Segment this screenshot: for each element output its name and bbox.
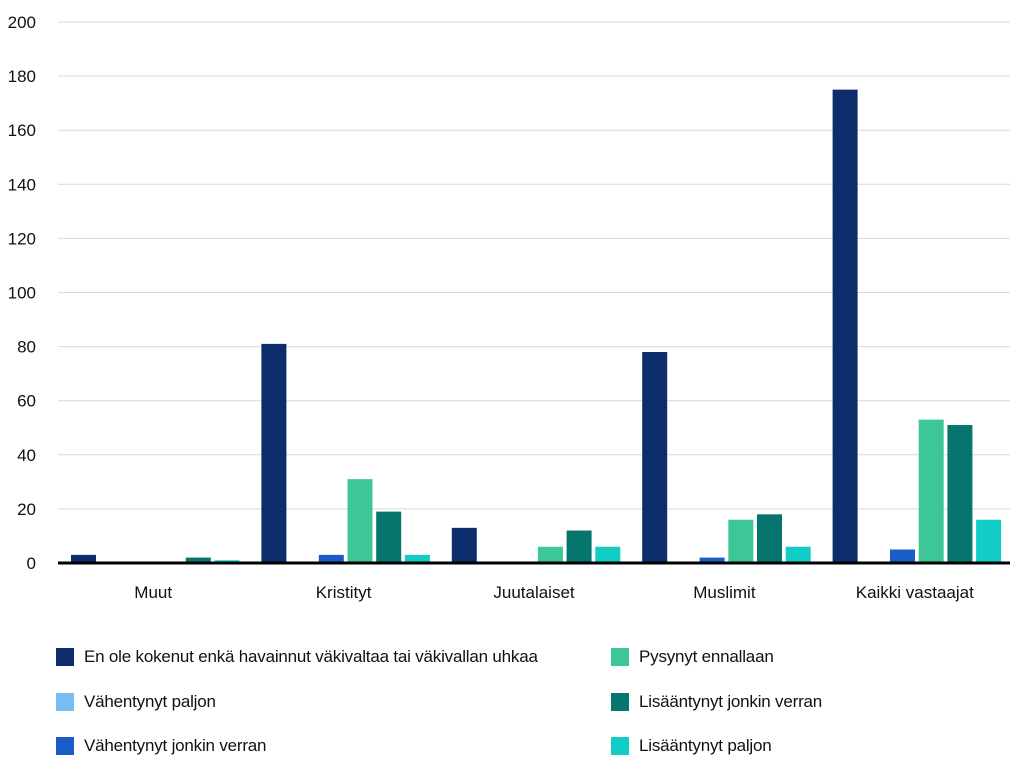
x-category-label: Juutalaiset <box>493 583 575 602</box>
legend-item-no-experience: En ole kokenut enkä havainnut väkivaltaa… <box>56 645 538 669</box>
legend-label: Pysynyt ennallaan <box>639 647 774 666</box>
bar <box>595 546 621 563</box>
y-tick-label: 160 <box>8 121 36 140</box>
x-axis-category-labels: Muut Kristityt Juutalaiset Muslimit Kaikki v… <box>134 583 974 602</box>
bar <box>566 530 592 563</box>
x-category-label: Muslimit <box>693 583 756 602</box>
y-axis-tick-labels: 0 20 40 60 80 100 120 140 160 180 200 <box>8 13 36 573</box>
bar <box>261 343 287 563</box>
bar <box>71 554 96 563</box>
bar <box>918 419 944 563</box>
y-tick-label: 100 <box>8 284 36 303</box>
bar <box>537 546 563 563</box>
legend-label: Lisääntynyt paljon <box>639 736 772 755</box>
legend-label: Lisääntynyt jonkin verran <box>639 692 823 711</box>
bar <box>785 546 811 563</box>
y-tick-label: 120 <box>8 229 36 248</box>
x-category-label: Kaikki vastaajat <box>856 583 974 602</box>
bars <box>71 89 1002 564</box>
legend-item-decreased-much: Vähentynyt paljon <box>56 690 216 714</box>
gridlines <box>58 21 1010 510</box>
y-tick-label: 40 <box>17 446 36 465</box>
bar <box>699 557 725 563</box>
bar <box>185 557 211 563</box>
legend-swatch <box>611 648 629 666</box>
bar <box>728 519 754 563</box>
bar <box>947 425 973 563</box>
y-tick-label: 140 <box>8 175 36 194</box>
bar <box>347 479 373 563</box>
legend-label: Vähentynyt jonkin verran <box>84 736 267 755</box>
legend-item-unchanged: Pysynyt ennallaan <box>611 645 774 669</box>
y-tick-label: 200 <box>8 13 36 32</box>
y-tick-label: 180 <box>8 67 36 86</box>
legend-swatch <box>611 737 629 755</box>
x-category-label: Muut <box>134 583 172 602</box>
bar <box>404 554 430 563</box>
bar <box>451 527 477 563</box>
y-tick-label: 60 <box>17 392 36 411</box>
y-tick-label: 20 <box>17 500 36 519</box>
legend-label: En ole kokenut enkä havainnut väkivaltaa… <box>84 647 538 666</box>
bar <box>757 514 782 563</box>
legend-swatch <box>56 648 74 666</box>
legend-label: Vähentynyt paljon <box>84 692 216 711</box>
y-tick-label: 0 <box>27 554 36 573</box>
legend-item-decreased-somewhat: Vähentynyt jonkin verran <box>56 734 267 758</box>
bar <box>976 519 1002 563</box>
legend-item-increased-somewhat: Lisääntynyt jonkin verran <box>611 690 822 714</box>
y-tick-label: 80 <box>17 338 36 357</box>
bar <box>642 352 668 563</box>
legend-item-increased-much: Lisääntynyt paljon <box>611 734 772 758</box>
bar <box>318 554 344 563</box>
x-category-label: Kristityt <box>316 583 372 602</box>
legend-swatch <box>611 693 629 711</box>
legend-swatch <box>56 693 74 711</box>
bar <box>832 89 858 564</box>
legend-swatch <box>56 737 74 755</box>
bar <box>890 549 915 563</box>
bar <box>376 511 402 563</box>
bar-chart: 0 20 40 60 80 100 120 140 160 180 200 Muut Kristity… <box>8 13 1010 602</box>
legend: En ole kokenut enkä havainnut väkivaltaa… <box>0 620 1011 758</box>
